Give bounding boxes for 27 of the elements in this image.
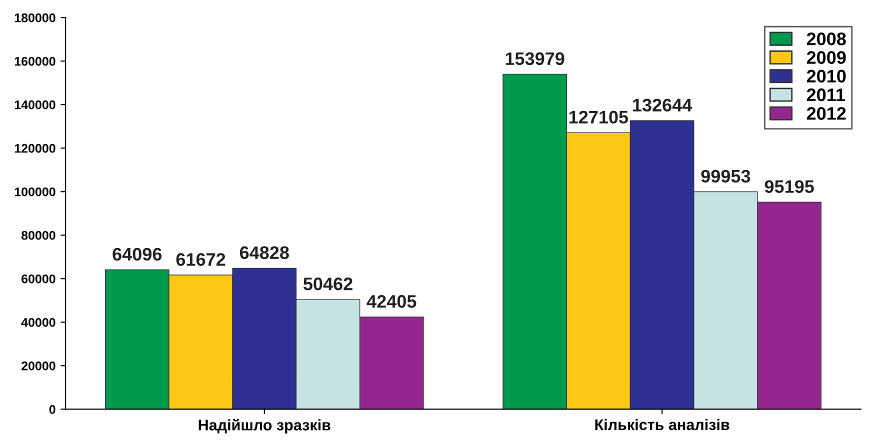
y-tick-label: 120000 (14, 144, 56, 153)
y-tick-label: 80000 (21, 230, 56, 240)
y-tick-label: 0 (49, 405, 56, 414)
y-tick-label: 60000 (22, 274, 56, 284)
y-tick-label: 20000 (22, 361, 56, 370)
y-tick-label: 40000 (21, 318, 56, 327)
data-label: 132644 (633, 98, 692, 112)
x-tick-label: Надійшло зразків (198, 418, 330, 434)
legend-label: 2009 (806, 51, 846, 64)
data-label: 95195 (764, 180, 814, 193)
data-label: 42405 (366, 295, 416, 308)
y-tick-label: 100000 (14, 187, 56, 196)
y-tick-label: 140000 (14, 100, 56, 110)
data-label: 127105 (569, 110, 628, 124)
legend-label: 2008 (806, 32, 846, 46)
data-label: 64828 (240, 246, 289, 260)
data-label: 50462 (303, 278, 352, 290)
data-label: 99953 (701, 170, 750, 183)
data-label: 153979 (506, 52, 564, 66)
data-label: 64096 (112, 248, 162, 261)
x-tick-label: Кількість аналізів (595, 418, 730, 430)
data-label: 61672 (176, 253, 226, 266)
y-tick-label: 160000 (14, 56, 56, 66)
y-tick-label: 180000 (14, 13, 56, 22)
legend-label: 2010 (806, 70, 846, 83)
legend-label: 2012 (806, 107, 846, 120)
legend-label: 2011 (806, 88, 845, 102)
